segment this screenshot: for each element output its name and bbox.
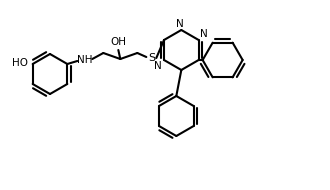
Text: HO: HO [12,58,28,68]
Text: OH: OH [110,37,126,47]
Text: N: N [177,19,184,29]
Text: N: N [154,61,162,71]
Text: S: S [148,53,155,63]
Text: N: N [200,29,207,39]
Text: NH: NH [77,55,92,65]
